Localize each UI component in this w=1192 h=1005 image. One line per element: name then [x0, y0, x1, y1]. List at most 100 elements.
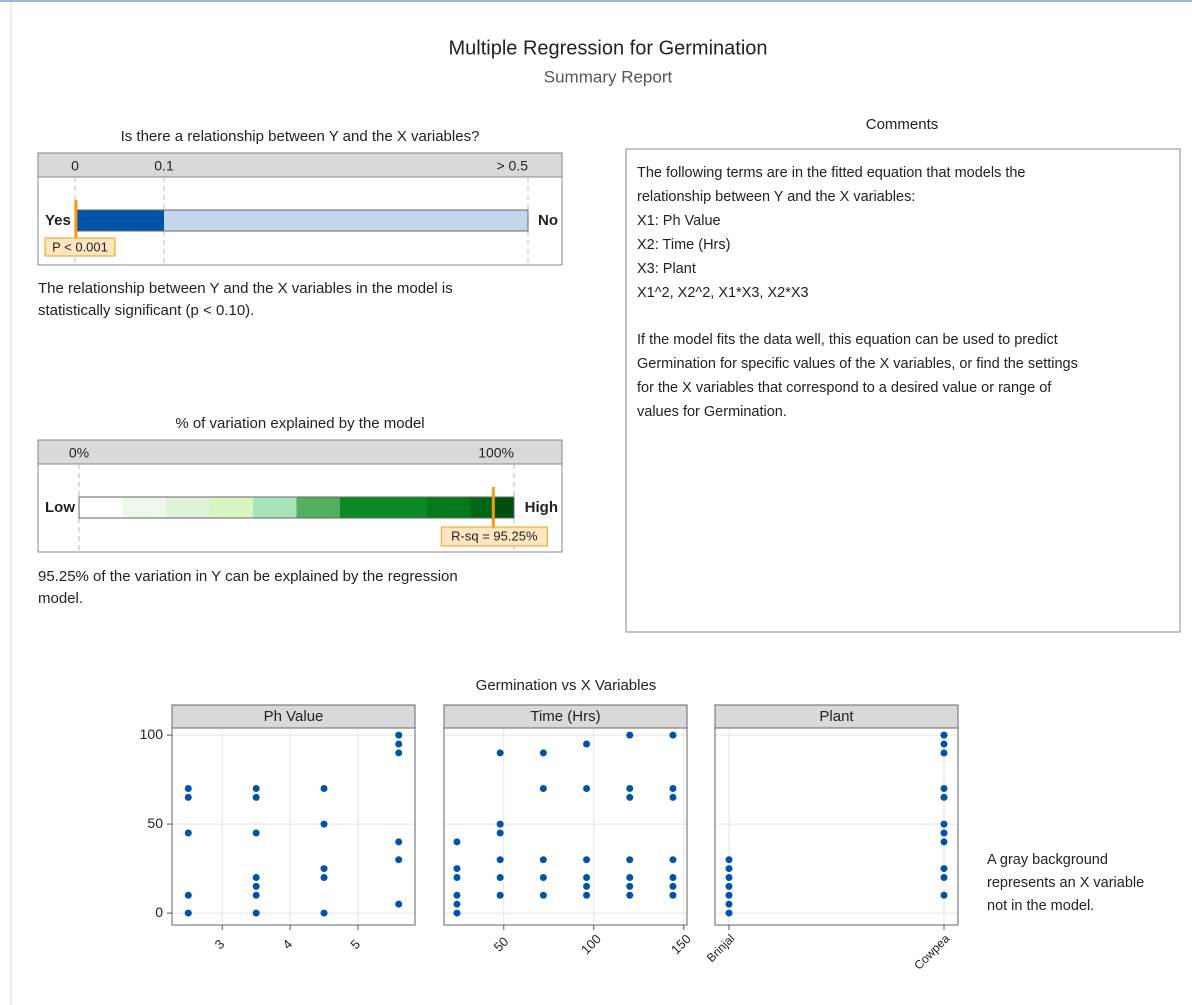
data-point — [539, 891, 547, 899]
data-point — [496, 749, 504, 757]
comments-box — [625, 148, 1181, 633]
data-point — [320, 820, 328, 828]
note-line: represents an X variable — [987, 875, 1144, 891]
panel-title: Time (Hrs) — [530, 708, 600, 725]
data-point — [725, 856, 733, 864]
data-point — [669, 856, 677, 864]
data-point — [940, 793, 948, 801]
gauge-right-label: High — [525, 499, 558, 516]
data-point — [453, 838, 461, 846]
data-point — [940, 838, 948, 846]
gauge-tick-label: > 0.5 — [496, 158, 528, 174]
comment-line: for the X variables that correspond to a… — [637, 380, 1052, 396]
panel-title: Plant — [819, 708, 854, 725]
data-point — [626, 873, 634, 881]
data-point — [395, 731, 403, 739]
data-point — [496, 891, 504, 899]
comment-line: Germination for specific values of the X… — [637, 356, 1078, 372]
data-point — [453, 909, 461, 917]
data-point — [184, 891, 192, 899]
panel-area — [715, 728, 958, 925]
data-point — [453, 865, 461, 873]
gauge-tick-label: 0% — [69, 445, 89, 461]
data-point — [252, 873, 260, 881]
comment-line: X2: Time (Hrs) — [637, 237, 730, 253]
data-point — [940, 829, 948, 837]
data-point — [940, 731, 948, 739]
gauge-title: % of variation explained by the model — [175, 415, 424, 432]
comment-line: X1^2, X2^2, X1*X3, X2*X3 — [637, 285, 809, 301]
data-point — [395, 838, 403, 846]
data-point — [184, 785, 192, 793]
data-point — [496, 829, 504, 837]
data-point — [453, 900, 461, 908]
gauge-segment — [166, 497, 210, 518]
gauge-left-label: Yes — [45, 212, 71, 229]
data-point — [669, 873, 677, 881]
panel-area — [444, 728, 687, 925]
data-point — [725, 909, 733, 917]
data-point — [184, 793, 192, 801]
gauge-text: 95.25% of the variation in Y can be expl… — [38, 568, 458, 585]
y-tick-label: 100 — [140, 726, 164, 742]
data-point — [626, 731, 634, 739]
data-point — [669, 731, 677, 739]
gauge-segment — [209, 497, 253, 518]
gauge-segment — [470, 497, 493, 518]
data-point — [395, 900, 403, 908]
data-point — [626, 856, 634, 864]
report-subtitle: Summary Report — [544, 67, 673, 86]
data-point — [669, 882, 677, 890]
gauge-strip — [37, 439, 563, 465]
data-point — [252, 785, 260, 793]
data-point — [725, 882, 733, 890]
data-point — [539, 856, 547, 864]
panel-frame — [714, 727, 959, 926]
data-point — [496, 856, 504, 864]
data-point — [626, 785, 634, 793]
data-point — [320, 873, 328, 881]
data-point — [252, 891, 260, 899]
data-point — [583, 856, 591, 864]
comment-line: If the model fits the data well, this eq… — [637, 332, 1058, 348]
data-point — [940, 820, 948, 828]
data-point — [725, 873, 733, 881]
data-point — [395, 740, 403, 748]
data-point — [626, 793, 634, 801]
data-point — [496, 820, 504, 828]
data-point — [669, 785, 677, 793]
data-point — [453, 873, 461, 881]
gauge-segment — [340, 497, 427, 518]
data-point — [725, 891, 733, 899]
gauge-segment — [122, 497, 166, 518]
gauge-segment — [79, 497, 123, 518]
comments-title: Comments — [866, 116, 939, 133]
data-point — [583, 882, 591, 890]
report-title: Multiple Regression for Germination — [448, 37, 767, 59]
data-point — [940, 891, 948, 899]
panel-frame — [443, 727, 688, 926]
data-point — [252, 829, 260, 837]
data-point — [626, 882, 634, 890]
data-point — [453, 891, 461, 899]
comment-line: X3: Plant — [637, 261, 696, 277]
data-point — [940, 749, 948, 757]
gauge-title: Is there a relationship between Y and th… — [121, 128, 480, 145]
y-tick-label: 50 — [147, 815, 163, 831]
gauge-right-label: No — [538, 212, 558, 229]
gauge-segment — [492, 497, 514, 518]
data-point — [252, 793, 260, 801]
data-point — [395, 856, 403, 864]
data-point — [940, 785, 948, 793]
note-line: not in the model. — [987, 898, 1094, 914]
data-point — [252, 882, 260, 890]
gauge-strip — [37, 152, 563, 178]
gauge-text: model. — [38, 590, 83, 607]
gauge-tick-label: 0.1 — [154, 158, 174, 174]
data-point — [725, 865, 733, 873]
comment-line: relationship between Y and the X variabl… — [637, 189, 915, 205]
comment-line: values for Germination. — [637, 404, 787, 420]
data-point — [184, 909, 192, 917]
gauge-bar-outline — [78, 496, 515, 519]
